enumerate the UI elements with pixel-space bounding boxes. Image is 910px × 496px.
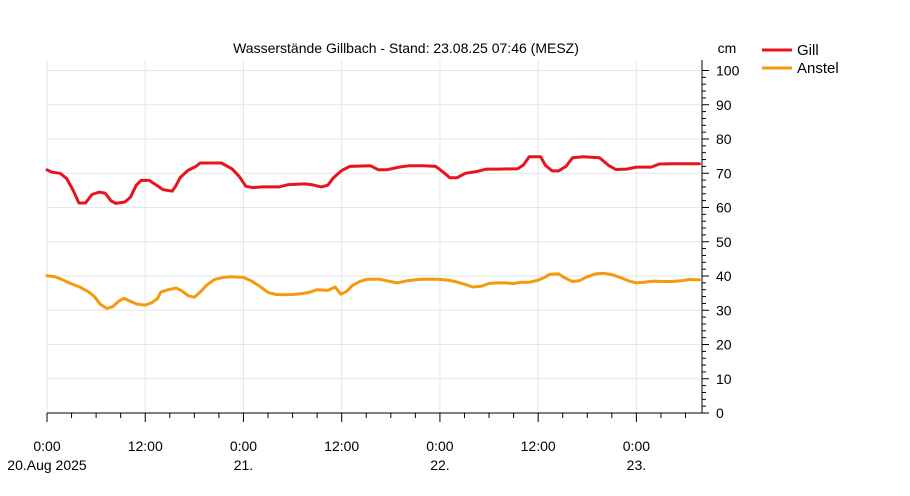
x-tick-time-label: 0:00 xyxy=(230,438,257,454)
x-tick-time-label: 0:00 xyxy=(623,438,650,454)
legend-label-gill: Gill xyxy=(797,42,819,59)
y-tick-label: 40 xyxy=(716,268,732,284)
series-line-gill xyxy=(45,155,701,205)
y-tick-label: 20 xyxy=(716,337,732,353)
x-tick-date-label: 20.Aug 2025 xyxy=(7,457,87,473)
y-axis-unit-label: cm xyxy=(718,40,737,56)
x-tick-time-label: 12:00 xyxy=(521,438,556,454)
y-tick-label: 30 xyxy=(716,302,732,318)
legend-label-anstel: Anstel xyxy=(797,60,839,77)
x-tick-time-label: 0:00 xyxy=(426,438,453,454)
x-tick-time-label: 0:00 xyxy=(33,438,60,454)
y-tick-label: 90 xyxy=(716,97,732,113)
x-tick-time-label: 12:00 xyxy=(128,438,163,454)
y-tick-label: 0 xyxy=(716,405,724,421)
axes: 0 10 20 30 40 50 60 70 80 90 100 0:00 20.Aug 2025 12:… xyxy=(7,60,740,473)
series-lines xyxy=(45,155,701,310)
x-tick-date-label: 21. xyxy=(234,457,253,473)
y-tick-label: 100 xyxy=(716,63,740,79)
y-tick-label: 50 xyxy=(716,234,732,250)
y-tick-label: 80 xyxy=(716,131,732,147)
chart-title: Wasserstände Gillbach - Stand: 23.08.25 … xyxy=(233,40,579,56)
y-tick-label: 10 xyxy=(716,371,732,387)
series-line-anstel xyxy=(45,271,701,310)
x-tick-date-label: 22. xyxy=(430,457,449,473)
x-tick-time-label: 12:00 xyxy=(324,438,359,454)
y-tick-label: 60 xyxy=(716,200,732,216)
x-tick-date-label: 23. xyxy=(627,457,646,473)
y-tick-label: 70 xyxy=(716,165,732,181)
grid xyxy=(46,60,700,413)
